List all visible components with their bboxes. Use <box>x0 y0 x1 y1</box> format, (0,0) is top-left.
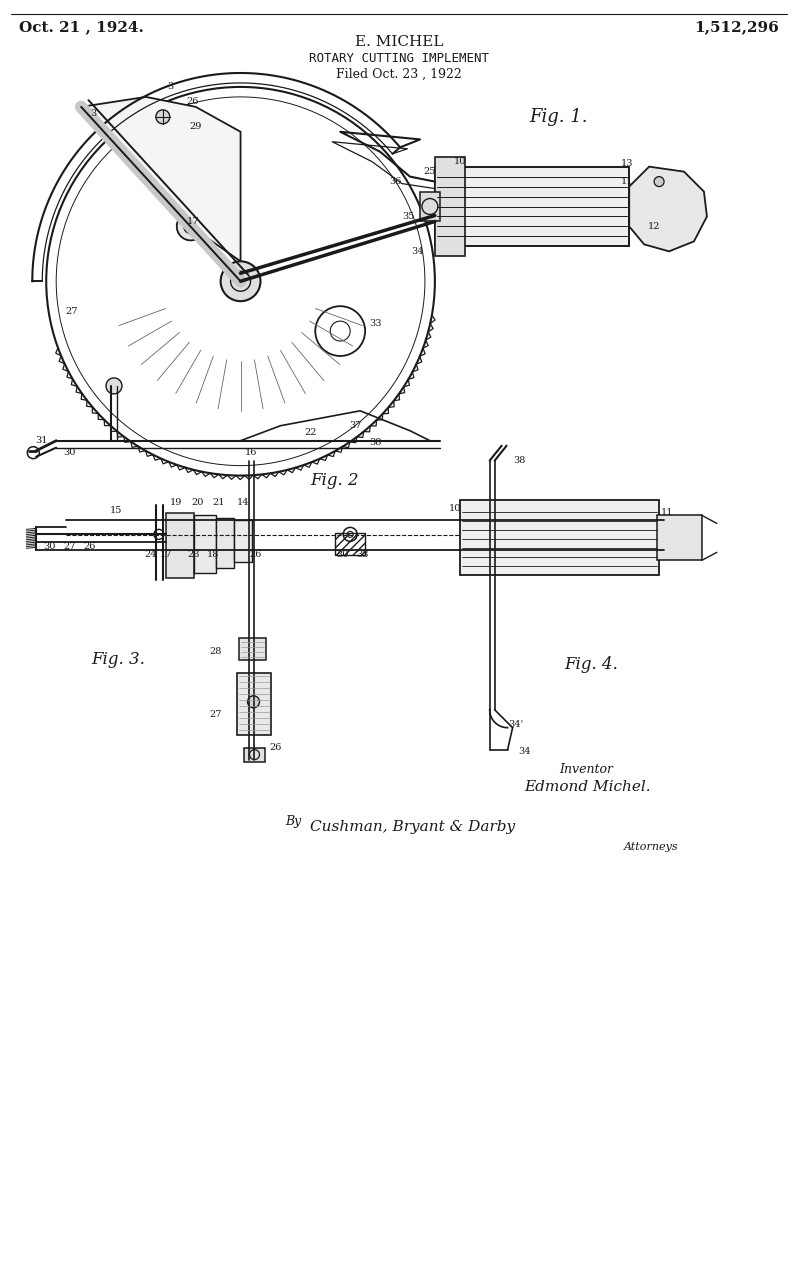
Text: Fig. 2: Fig. 2 <box>310 472 359 489</box>
Text: 28: 28 <box>209 648 222 657</box>
Text: Fig. 4.: Fig. 4. <box>564 657 618 673</box>
Polygon shape <box>81 97 240 261</box>
Text: 24: 24 <box>144 550 157 559</box>
Bar <box>236 673 271 735</box>
Circle shape <box>106 378 122 394</box>
Text: 33: 33 <box>356 550 369 559</box>
Text: 27: 27 <box>63 541 75 550</box>
Text: 34': 34' <box>508 721 523 730</box>
Text: 35: 35 <box>401 212 414 221</box>
Text: 27: 27 <box>65 307 77 316</box>
Bar <box>435 156 464 256</box>
Text: 17: 17 <box>187 218 199 227</box>
Text: 14: 14 <box>237 498 250 507</box>
Text: 38: 38 <box>369 438 381 447</box>
Text: 16: 16 <box>244 448 257 457</box>
Bar <box>166 513 194 579</box>
Text: 30: 30 <box>63 448 75 457</box>
Text: 3: 3 <box>90 109 97 118</box>
Text: 18: 18 <box>207 550 219 559</box>
Bar <box>239 637 267 660</box>
Text: 26: 26 <box>83 541 95 550</box>
Text: E. MICHEL: E. MICHEL <box>355 35 443 49</box>
Text: Fig. 3.: Fig. 3. <box>91 652 145 668</box>
Text: 30: 30 <box>43 541 55 550</box>
Bar <box>243 748 266 762</box>
Text: 1,512,296: 1,512,296 <box>694 20 779 35</box>
Text: 27: 27 <box>209 710 222 719</box>
Circle shape <box>156 110 170 124</box>
Text: 17: 17 <box>160 550 172 559</box>
Text: Inventor: Inventor <box>559 763 614 776</box>
Polygon shape <box>629 166 707 251</box>
Text: 34: 34 <box>412 247 425 256</box>
Text: Cushman, Bryant & Darby: Cushman, Bryant & Darby <box>310 820 516 835</box>
Text: 33: 33 <box>369 319 381 328</box>
Text: 13: 13 <box>621 159 634 168</box>
Text: 25: 25 <box>424 168 436 177</box>
Text: 11: 11 <box>621 177 634 186</box>
Text: 10: 10 <box>448 504 461 513</box>
Bar <box>657 516 702 561</box>
Text: 34: 34 <box>519 748 531 756</box>
Text: 12: 12 <box>648 221 661 230</box>
Text: Filed Oct. 23 , 1922: Filed Oct. 23 , 1922 <box>336 68 462 81</box>
Bar <box>420 192 440 221</box>
Circle shape <box>220 261 260 301</box>
Text: 29: 29 <box>189 123 202 132</box>
Text: 22: 22 <box>304 429 317 438</box>
Text: 26: 26 <box>269 744 282 753</box>
Bar <box>215 518 234 568</box>
Bar <box>435 166 629 246</box>
Text: 26: 26 <box>249 550 262 559</box>
Text: 30: 30 <box>336 550 349 559</box>
Text: Oct. 21 , 1924.: Oct. 21 , 1924. <box>19 20 144 35</box>
Text: ROTARY CUTTING IMPLEMENT: ROTARY CUTTING IMPLEMENT <box>309 51 489 64</box>
Bar <box>335 534 365 556</box>
Text: Fig. 1.: Fig. 1. <box>530 108 588 125</box>
Text: 26: 26 <box>187 97 199 106</box>
Text: 19: 19 <box>170 498 182 507</box>
Circle shape <box>247 696 259 708</box>
Text: 15: 15 <box>110 506 122 515</box>
Text: 20: 20 <box>192 498 204 507</box>
Text: 36: 36 <box>389 177 401 186</box>
Text: By: By <box>286 815 302 828</box>
Text: Edmond Michel.: Edmond Michel. <box>524 781 651 795</box>
Circle shape <box>236 278 244 285</box>
Text: 37: 37 <box>349 421 361 430</box>
Text: 10: 10 <box>453 157 466 166</box>
Circle shape <box>177 212 204 241</box>
Text: 11: 11 <box>661 508 674 517</box>
Text: 21: 21 <box>212 498 225 507</box>
Bar <box>194 516 215 573</box>
Bar <box>460 500 659 575</box>
Text: 3: 3 <box>168 82 174 91</box>
Text: 23: 23 <box>188 550 200 559</box>
Text: 38: 38 <box>513 456 526 465</box>
Bar <box>234 521 251 562</box>
Text: Attorneys: Attorneys <box>624 842 679 852</box>
Text: 31: 31 <box>35 436 48 445</box>
Circle shape <box>654 177 664 187</box>
